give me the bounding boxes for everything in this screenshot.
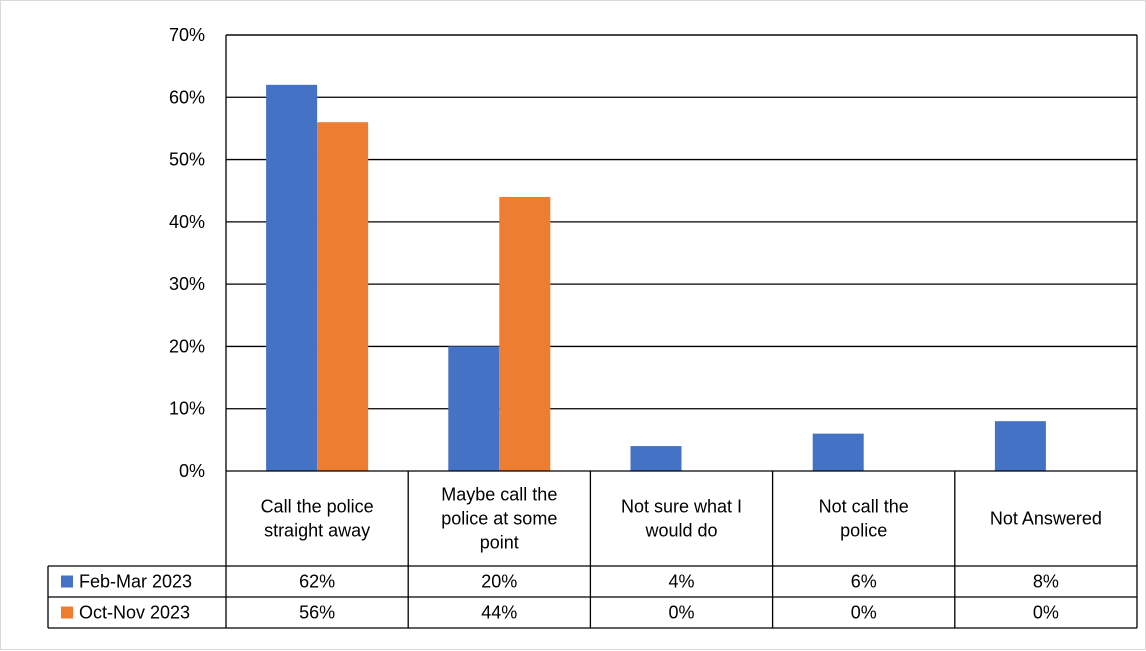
- y-tick-label: 40%: [169, 212, 205, 232]
- y-tick-label: 0%: [179, 461, 205, 481]
- data-table-value: 0%: [851, 603, 877, 623]
- data-table-value: 0%: [668, 603, 694, 623]
- data-table-value: 6%: [851, 572, 877, 592]
- bar-feb-mar-2023: [630, 446, 682, 471]
- category-label: Call the police straight away: [261, 497, 374, 541]
- bar-oct-nov-2023: [499, 196, 551, 471]
- legend-label: Oct-Nov 2023: [79, 603, 190, 623]
- y-tick-label: 70%: [169, 25, 205, 45]
- data-table-value: 20%: [481, 572, 517, 592]
- category-label: Not Answered: [990, 509, 1102, 529]
- y-tick-label: 60%: [169, 87, 205, 107]
- data-table-value: 62%: [299, 572, 335, 592]
- bar-feb-mar-2023: [812, 433, 864, 471]
- data-table-value: 44%: [481, 603, 517, 623]
- y-tick-label: 10%: [169, 399, 205, 419]
- data-table-value: 4%: [668, 572, 694, 592]
- legend-swatch-feb-mar-2023: [61, 575, 73, 588]
- data-table-value: 0%: [1033, 603, 1059, 623]
- data-table-value: 8%: [1033, 572, 1059, 592]
- bar-oct-nov-2023: [317, 122, 369, 471]
- legend-label: Feb-Mar 2023: [79, 572, 192, 592]
- category-label: Not call the police: [819, 497, 909, 541]
- bar-feb-mar-2023: [448, 346, 500, 471]
- y-tick-label: 20%: [169, 336, 205, 356]
- bar-feb-mar-2023: [994, 421, 1046, 471]
- y-tick-label: 30%: [169, 274, 205, 294]
- category-label: Maybe call the police at some point: [441, 485, 557, 553]
- y-tick-label: 50%: [169, 150, 205, 170]
- bar-feb-mar-2023: [266, 84, 318, 471]
- legend-swatch-oct-nov-2023: [61, 606, 73, 619]
- data-table-value: 56%: [299, 603, 335, 623]
